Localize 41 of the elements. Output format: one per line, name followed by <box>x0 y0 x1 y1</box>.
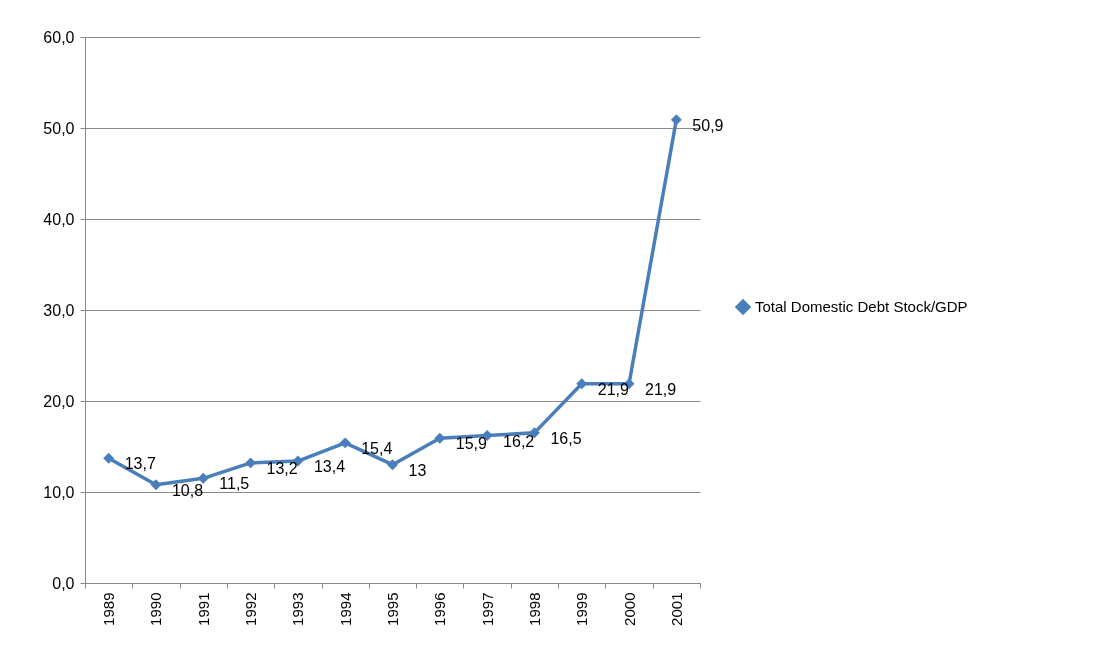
point <box>434 432 446 444</box>
x-tick-label: 1997 <box>478 592 496 626</box>
data-label: 16,5 <box>550 429 582 447</box>
x-tick-label: 1992 <box>242 592 260 626</box>
data-label: 21,9 <box>597 380 629 398</box>
point <box>150 479 162 491</box>
x-tick-label: 1999 <box>573 592 591 626</box>
data-label: 13,4 <box>313 458 346 476</box>
x-tick-label: 1998 <box>525 592 543 626</box>
data-label: 21,9 <box>645 380 677 398</box>
legend-label: Total Domestic Debt Stock/GDP <box>755 298 968 315</box>
y-tick-label: 30,0 <box>43 301 75 319</box>
y-tick-label: 40,0 <box>43 210 75 228</box>
x-tick-label: 1996 <box>431 592 449 626</box>
y-tick-label: 60,0 <box>43 28 75 46</box>
x-tick-label: 1990 <box>147 592 165 626</box>
y-tick-label: 10,0 <box>43 483 75 501</box>
y-tick-label: 50,0 <box>43 119 75 137</box>
x-tick-label: 2001 <box>667 592 685 626</box>
x-tick-label: 1995 <box>384 592 401 626</box>
point <box>670 114 682 126</box>
point <box>197 472 209 484</box>
y-tick-label: 20,0 <box>43 392 75 410</box>
data-label: 13,7 <box>124 455 156 473</box>
point <box>387 459 398 471</box>
data-label: 13 <box>408 461 427 479</box>
point <box>103 452 115 464</box>
y-tick-label: 0,0 <box>52 574 75 592</box>
point <box>339 437 351 449</box>
data-label: 13,2 <box>266 459 298 477</box>
data-label: 15,9 <box>455 435 488 453</box>
data-label: 10,8 <box>171 481 204 499</box>
x-tick-label: 1994 <box>336 592 354 626</box>
data-label: 50,9 <box>692 116 724 134</box>
x-tick-label: 2000 <box>620 592 638 626</box>
x-tick-label: 1993 <box>289 592 307 626</box>
data-label: 16,2 <box>503 432 535 450</box>
x-tick-label: 1991 <box>194 592 212 626</box>
x-tick-label: 1989 <box>100 592 118 626</box>
data-label: 15,4 <box>361 439 393 457</box>
data-label: 11,5 <box>219 475 250 493</box>
